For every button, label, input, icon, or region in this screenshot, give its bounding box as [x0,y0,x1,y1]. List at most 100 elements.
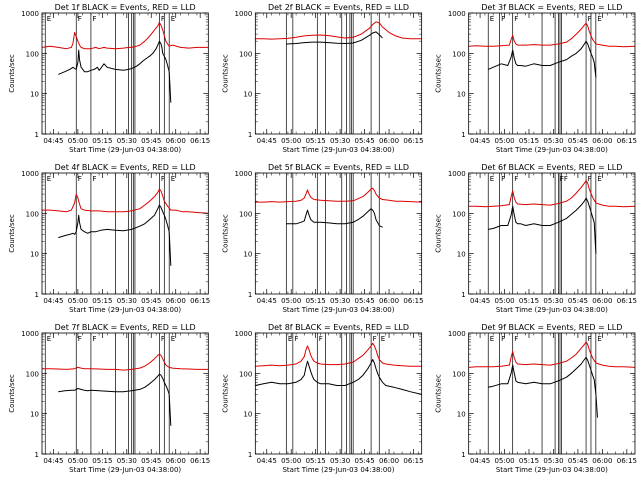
x-tick-label: 05:30 [117,137,137,145]
event-flag-label: F [588,15,592,23]
x-tick-label: 06:15 [190,457,210,465]
x-tick-label: 05:15 [92,457,112,465]
plot-frame [41,12,209,135]
y-tick-label: 100 [26,370,39,378]
x-tick-label: 05:30 [117,297,137,305]
y-axis-label: Counts/sec [8,374,16,413]
x-tick-label: 05:45 [354,457,374,465]
panel-title: Det 3f BLACK = Events, RED = LLD [481,3,622,12]
event-flag-label: E [597,15,601,23]
y-tick-label: 10 [30,251,39,259]
y-tick-label: 1000 [448,170,466,178]
y-tick-label: 1000 [235,170,253,178]
y-tick-label: 10 [457,91,466,99]
event-flag-label: F [92,15,96,23]
x-tick-label: 06:15 [403,457,423,465]
series-line-events [488,356,598,418]
event-flag-label: E [490,335,494,343]
x-tick-label: 04:45 [470,137,490,145]
event-flag-label: F [161,15,165,23]
panel-title: Det 4f BLACK = Events, RED = LLD [55,163,196,172]
y-axis-label: Counts/sec [435,374,443,413]
y-tick-label: 1000 [21,330,39,338]
detector-panel-2: Det 2f BLACK = Events, RED = LLD 1 10 100 10… [221,3,423,154]
y-tick-label: 10 [243,91,252,99]
y-tick-label: 10 [457,251,466,259]
x-tick-label: 05:00 [494,457,514,465]
series-line-lld [468,22,636,48]
x-tick-label: 05:15 [306,137,326,145]
plot-frame [41,332,209,455]
x-tick-label: 05:45 [568,297,588,305]
x-tick-label: 05:30 [543,137,563,145]
detector-panel-5: Det 5f BLACK = Events, RED = LLD 1 10 100 10… [221,163,423,314]
y-tick-label: 1000 [21,10,39,18]
x-tick-label: 05:30 [330,137,350,145]
plot-frame [468,12,636,135]
plot-frame [254,172,423,295]
event-flag-label: F [514,175,518,183]
panel-title: Det 6f BLACK = Events, RED = LLD [481,163,622,172]
series-line-lld [255,187,422,203]
series-line-events [488,40,597,78]
event-flag-label: E [171,175,175,183]
plot-frame [468,332,636,455]
series-line-events [286,208,383,228]
x-tick-label: 06:00 [379,137,399,145]
y-tick-label: 1 [461,451,465,459]
x-tick-label: 05:30 [330,457,350,465]
x-tick-label: 05:15 [306,297,326,305]
event-flag-label: E [47,175,51,183]
y-tick-label: 10 [457,411,466,419]
event-flag-label: F [501,15,505,23]
event-flag-label: F [92,175,96,183]
x-axis-label: Start Time (29-Jun-03 04:38:00) [69,146,181,154]
event-flag-label: F [514,15,518,23]
x-tick-label: 04:45 [470,457,490,465]
event-flag-label: E [47,335,51,343]
series-line-lld [42,188,209,214]
y-axis-label: Counts/sec [221,374,229,413]
y-tick-label: 1000 [235,10,253,18]
x-axis-label: Start Time (29-Jun-03 04:38:00) [282,146,394,154]
x-axis-label: Start Time (29-Jun-03 04:38:00) [69,466,181,474]
series-line-events [58,204,172,266]
event-flag-label: F [373,335,377,343]
x-tick-label: 05:15 [519,137,539,145]
x-tick-label: 05:30 [543,297,563,305]
y-tick-label: 100 [239,370,252,378]
series-line-events [286,31,383,45]
x-tick-label: 05:15 [519,297,539,305]
x-tick-label: 06:15 [190,137,210,145]
y-tick-label: 100 [239,210,252,218]
x-tick-label: 06:00 [166,137,186,145]
y-tick-label: 1 [248,291,252,299]
x-tick-label: 06:15 [617,297,637,305]
x-tick-label: 05:15 [519,457,539,465]
series-line-lld [255,21,422,40]
x-tick-label: 06:15 [403,137,423,145]
y-tick-label: 100 [452,50,465,58]
panel-title: Det 8f BLACK = Events, RED = LLD [268,323,409,332]
event-flag-label: F [319,335,323,343]
event-flag-label: F [161,335,165,343]
y-tick-label: 100 [26,210,39,218]
x-tick-label: 06:15 [617,137,637,145]
x-tick-label: 06:15 [403,297,423,305]
series-line-lld [468,341,636,368]
series-line-lld [255,342,422,367]
event-flag-label: F [294,335,298,343]
panel-title: Det 9f BLACK = Events, RED = LLD [481,323,622,332]
x-tick-label: 05:15 [306,457,326,465]
y-tick-label: 100 [26,50,39,58]
event-flag-label: E [490,175,494,183]
event-flag-label: F [588,175,592,183]
x-tick-label: 04:45 [43,457,63,465]
y-tick-label: 1 [248,131,252,139]
y-tick-label: 1000 [21,170,39,178]
y-tick-label: 1 [248,451,252,459]
